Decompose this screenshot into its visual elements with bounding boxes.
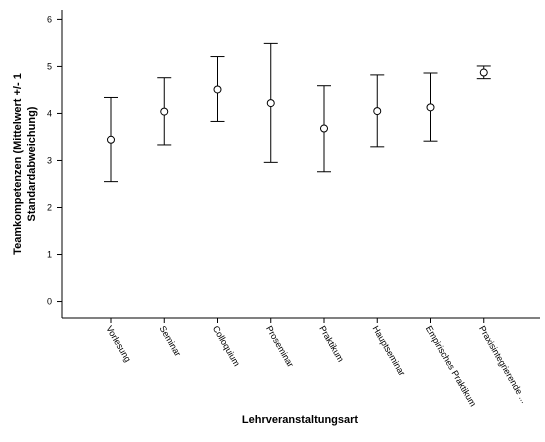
mean-marker — [426, 103, 435, 112]
category-label-5: Praktikum — [317, 324, 346, 364]
y-axis-title-line-2: Standardabweichung) — [26, 106, 38, 221]
x-ticks — [110, 318, 485, 323]
mean-marker — [160, 107, 169, 116]
error-bar-4 — [263, 42, 278, 163]
plot-frame — [61, 10, 540, 319]
error-bar-5 — [317, 85, 331, 173]
mean-marker — [320, 124, 328, 133]
y-tick-label-4: 4 — [47, 108, 52, 118]
x-axis-title: Lehrveranstaltungsart — [242, 414, 358, 426]
mean-marker — [107, 135, 115, 144]
category-label-8: Praxisintegrierende ... — [477, 324, 529, 405]
error-bar-2 — [157, 77, 172, 146]
error-bar-6 — [370, 74, 385, 148]
error-bar-3 — [210, 56, 225, 122]
category-labels: Vorlesung Seminar Colloquium Proseminar Prak… — [104, 324, 529, 408]
category-label-2: Seminar — [158, 324, 183, 358]
category-label-7: Empirisches Praktikum — [424, 324, 478, 408]
y-tick-label-1: 1 — [47, 250, 52, 260]
y-tick-label-5: 5 — [47, 61, 52, 71]
mean-marker — [213, 85, 222, 94]
y-tick-label-3: 3 — [47, 155, 52, 165]
error-bar-1 — [104, 96, 118, 183]
category-label-6: Hauptseminar — [371, 324, 408, 378]
y-ticks: 0 1 2 3 4 5 6 — [47, 14, 62, 307]
y-tick-label-6: 6 — [47, 14, 52, 24]
y-tick-label-0: 0 — [47, 297, 52, 307]
y-tick-label-2: 2 — [47, 202, 52, 212]
mean-marker — [266, 99, 275, 108]
mean-marker — [373, 107, 382, 116]
category-label-4: Proseminar — [264, 324, 296, 369]
category-label-3: Colloquium — [211, 324, 242, 368]
error-bars — [104, 42, 491, 183]
category-label-1: Vorlesung — [104, 324, 133, 364]
y-axis-title-line-1: Teamkompetenzen (Mittelwert +/- 1 — [12, 73, 24, 255]
error-bar-8 — [476, 65, 491, 80]
mean-marker — [479, 68, 488, 77]
error-bar-7 — [423, 72, 438, 142]
